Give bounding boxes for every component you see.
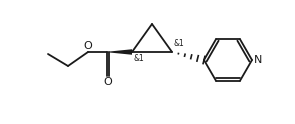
Text: N: N — [254, 55, 262, 65]
Text: &1: &1 — [134, 54, 145, 63]
Text: &1: &1 — [174, 39, 185, 48]
Text: O: O — [83, 41, 92, 51]
Text: O: O — [104, 77, 112, 87]
Polygon shape — [107, 49, 132, 55]
